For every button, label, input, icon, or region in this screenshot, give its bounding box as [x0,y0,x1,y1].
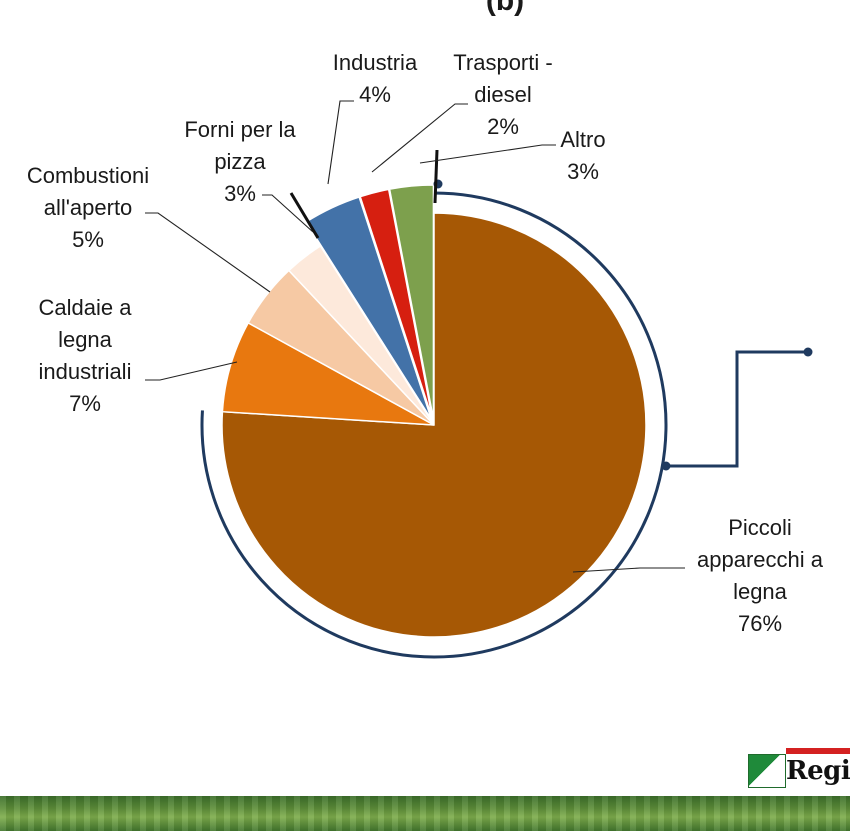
pie-slices [221,184,647,638]
label-altro-pct: 3% [567,159,599,184]
region-logo: Regio [744,748,850,792]
label-trasporti-line1: Trasporti - [453,50,552,75]
pie-slice-altro [388,184,435,420]
label-forni-line1: Forni per la [184,117,296,142]
label-forni-pct: 3% [224,181,256,206]
leader-combustioni [145,212,271,293]
label-trasporti: Trasporti - diesel 2% [453,50,552,139]
main-ring-outline [200,191,668,659]
ring-connector [666,350,808,468]
leader-industria [327,100,354,185]
label-industria: Industria 4% [333,50,418,107]
label-caldaie: Caldaie a legna industriali 7% [39,295,133,416]
pie-slice-industria [305,196,433,420]
label-piccoli: Piccoli apparecchi a legna 76% [697,515,824,636]
label-combustioni-pct: 5% [72,227,104,252]
connector-dot-start [661,461,671,471]
label-altro: Altro 3% [560,127,605,184]
label-piccoli-line2: apparecchi a [697,547,824,572]
leader-altro [419,144,556,164]
label-forni: Forni per la pizza 3% [184,117,296,206]
label-industria-pct: 4% [359,82,391,107]
pie-slice-piccoli-apparecchi-a-legna [221,212,647,638]
pie-slice-forni-per-la-pizza [287,244,435,426]
connector-dot-end [803,347,813,357]
label-trasporti-pct: 2% [487,114,519,139]
label-caldaie-line2: legna [58,327,113,352]
logo-red-bar [786,748,850,754]
leader-forni [262,194,314,233]
label-caldaie-line1: Caldaie a [39,295,133,320]
leader-caldaie [145,361,238,381]
leader-piccoli [572,567,685,573]
label-forni-line2: pizza [214,149,266,174]
label-caldaie-line3: industriali [39,359,132,384]
label-trasporti-line2: diesel [474,82,531,107]
footer-grass-band [0,796,850,831]
label-piccoli-pct: 76% [738,611,782,636]
pie-slice-trasporti-diesel [359,188,434,420]
label-altro-line1: Altro [560,127,605,152]
label-combustioni: Combustioni all'aperto 5% [27,163,149,252]
label-caldaie-pct: 7% [69,391,101,416]
label-combustioni-line1: Combustioni [27,163,149,188]
label-piccoli-line3: legna [733,579,788,604]
label-industria-line1: Industria [333,50,418,75]
label-piccoli-line1: Piccoli [728,515,792,540]
leader-trasporti [371,103,468,173]
region-flag-icon [748,754,786,788]
logo-text: Regio [786,756,850,786]
chart-title: (b) [486,0,524,17]
label-combustioni-line2: all'aperto [44,195,133,220]
bracket-tick-right [433,149,439,204]
bracket-tick-left [289,192,320,239]
